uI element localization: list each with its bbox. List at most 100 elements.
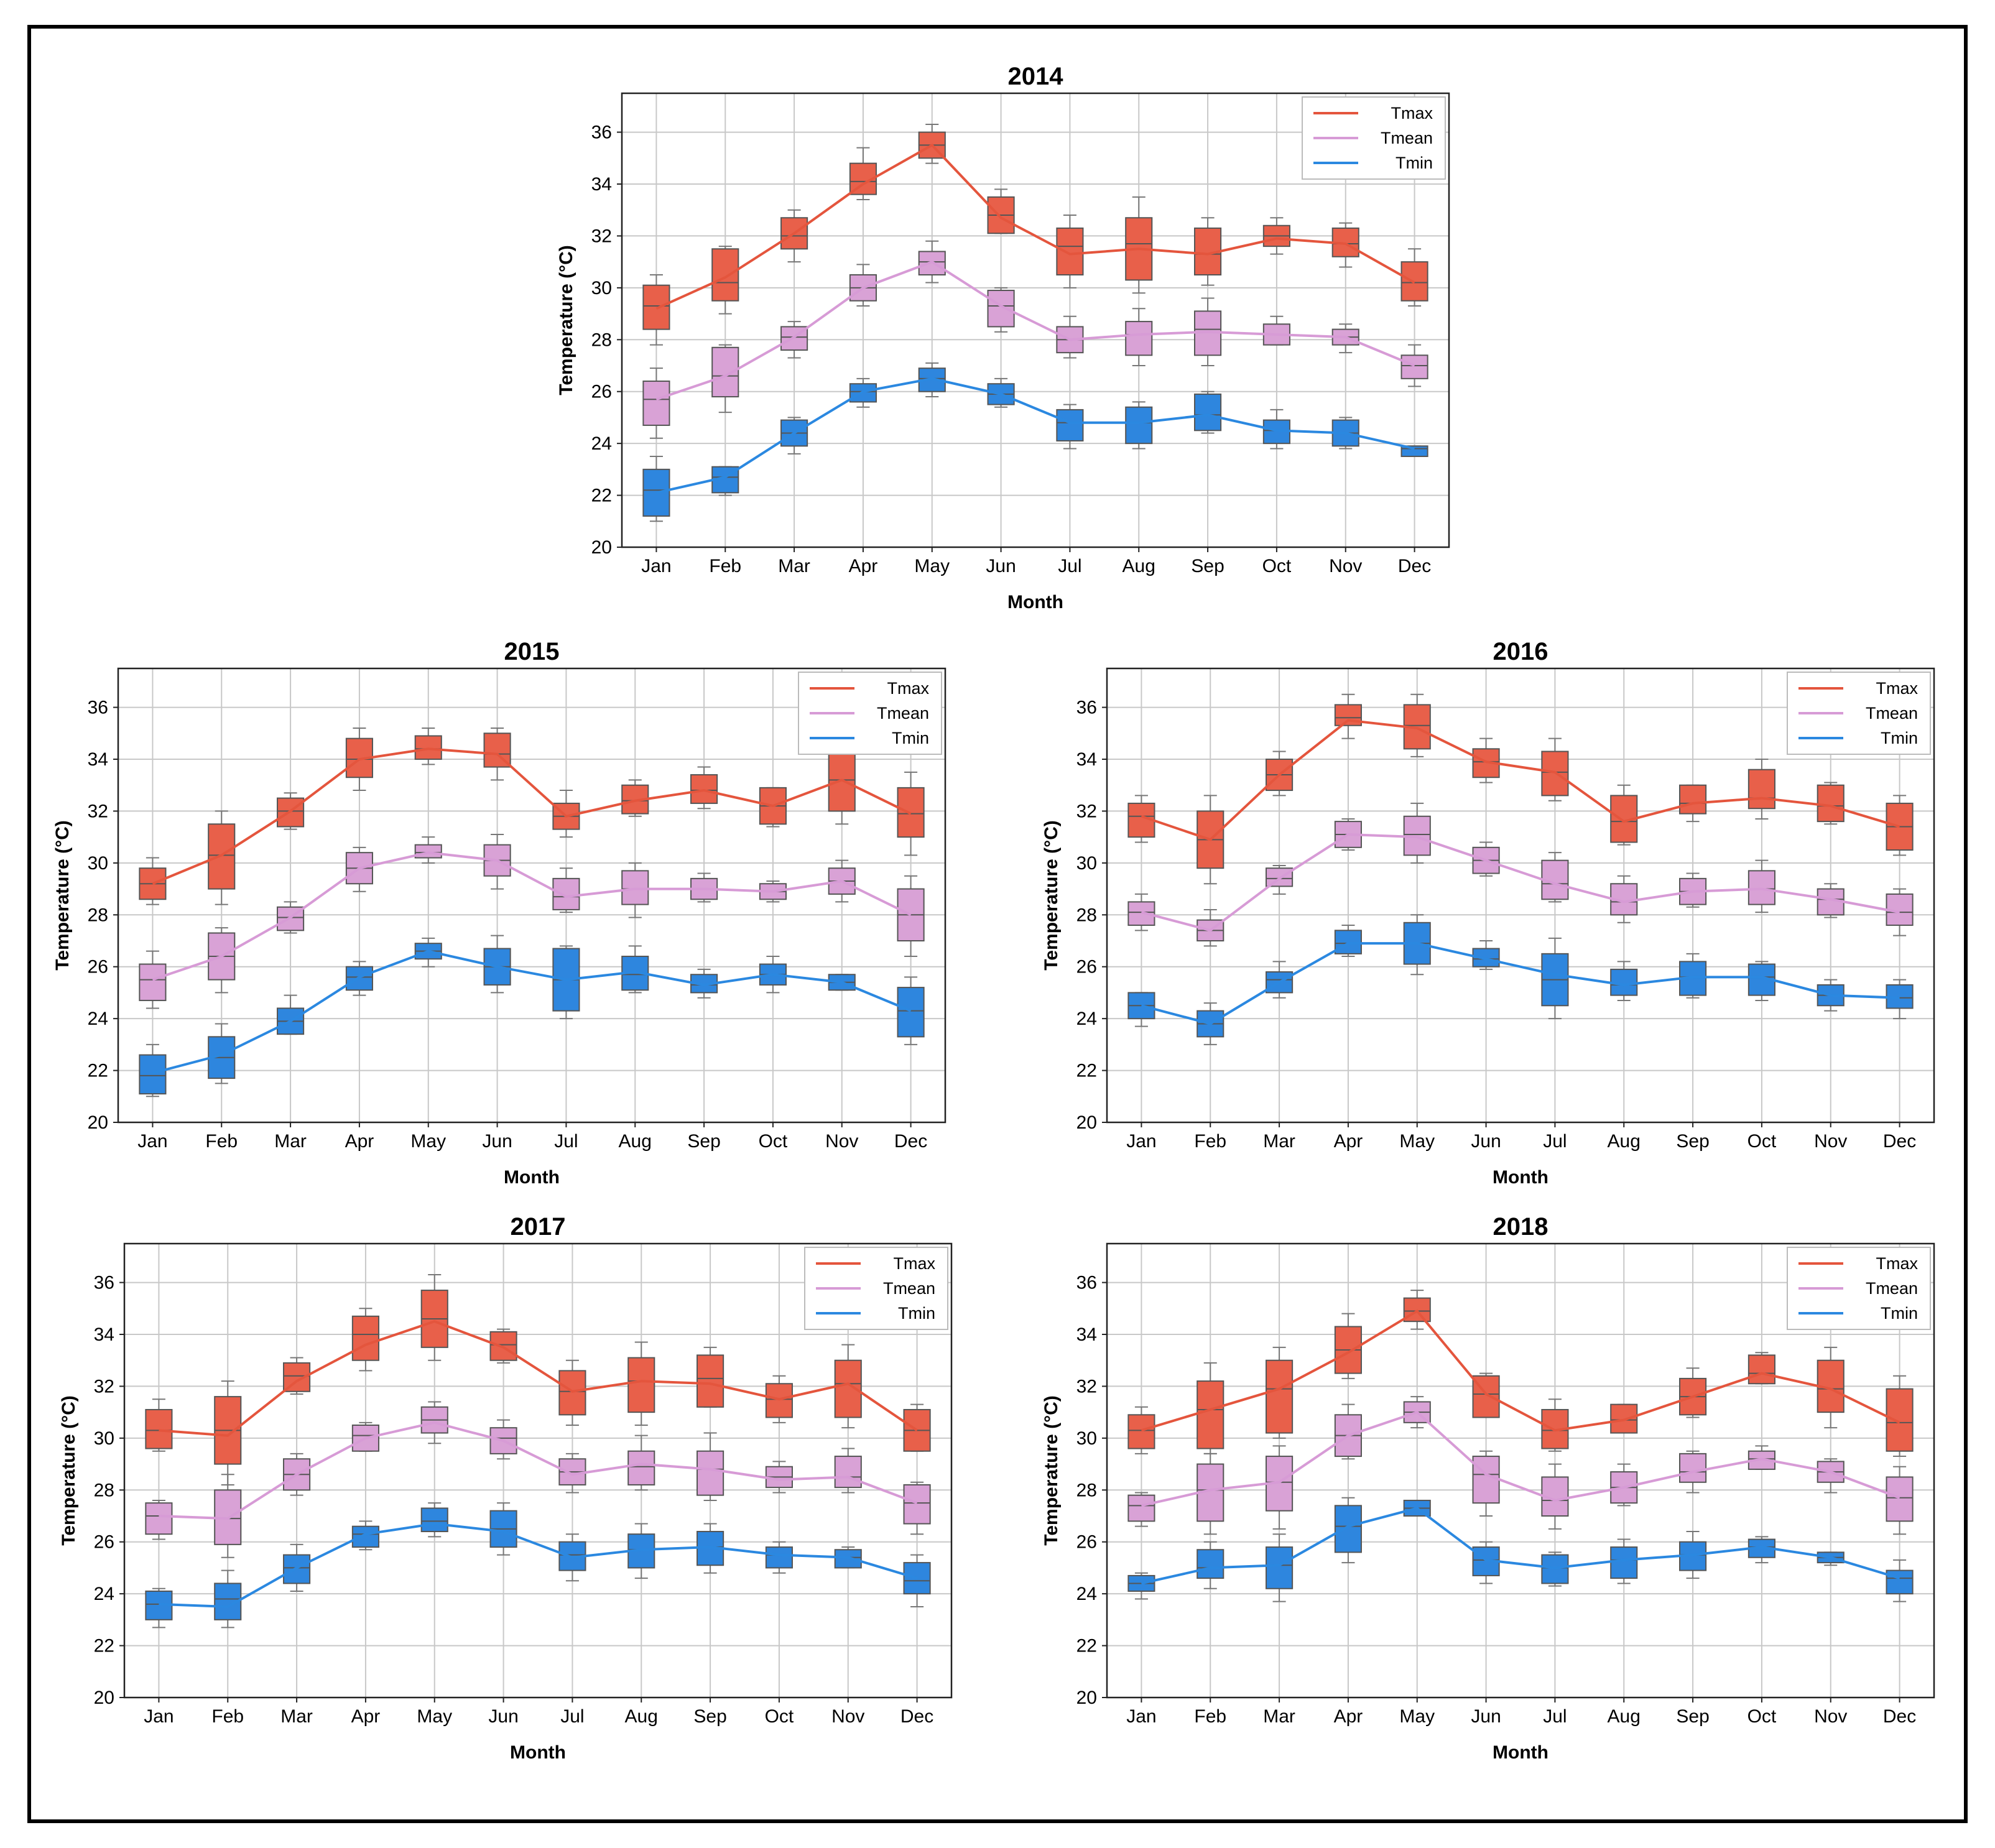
box: [897, 987, 925, 1038]
series-tmax: [642, 124, 1428, 346]
legend-label-tmax: Tmax: [894, 1254, 936, 1273]
x-tick-label: Mar: [1263, 1131, 1295, 1152]
box: [1197, 1549, 1224, 1579]
chart-2018: 2018 20 22 24 26 28 30 32 34 36 Jan Feb Mar Apr May Jun…: [1041, 1213, 1935, 1763]
y-axis-title: Temperature (°C): [1041, 820, 1062, 970]
chart-2016: 2016 20 22 24 26 28 30 32 34 36 Jan Feb Mar Apr May Jun…: [1041, 638, 1935, 1188]
x-tick-label: Nov: [831, 1706, 864, 1727]
y-tick-label: 32: [94, 1376, 114, 1397]
x-tick-label: Jun: [482, 1131, 512, 1152]
y-tick-label: 22: [88, 1061, 108, 1081]
box: [1472, 948, 1500, 968]
y-tick-label: 30: [591, 278, 612, 298]
legend-label-tmin: Tmin: [1881, 1304, 1918, 1323]
x-tick-label: Jul: [1058, 556, 1081, 576]
series-tmin: [145, 1502, 931, 1629]
x-tick-label: Sep: [1191, 556, 1224, 576]
y-axis-title: Temperature (°C): [58, 1395, 79, 1545]
x-tick-label: Sep: [1676, 1131, 1709, 1152]
y-tick-label: 24: [88, 1009, 108, 1029]
legend-label-tmean: Tmean: [1866, 704, 1918, 723]
legend: Tmax Tmean Tmin: [1787, 672, 1931, 755]
legend-label-tmean: Tmean: [1866, 1279, 1918, 1298]
mean-line-tmean: [1141, 833, 1900, 932]
x-tick-label: Nov: [1814, 1706, 1847, 1727]
y-tick-label: 24: [1076, 1009, 1097, 1029]
box: [690, 774, 718, 804]
series-tmax: [1127, 1290, 1914, 1458]
chart-title: 2018: [1493, 1213, 1548, 1240]
box: [1817, 784, 1845, 823]
series-tmax: [139, 727, 925, 905]
box: [1197, 1380, 1224, 1449]
legend: Tmax Tmean Tmin: [1787, 1247, 1931, 1330]
box: [621, 870, 649, 905]
y-tick-label: 20: [1076, 1688, 1097, 1708]
mean-line-tmin: [159, 1522, 918, 1609]
plot-frame: [621, 92, 1450, 548]
y-tick-label: 26: [88, 957, 108, 977]
box: [1127, 1414, 1155, 1449]
x-tick-label: Feb: [211, 1706, 244, 1727]
plot-frame: [1106, 667, 1935, 1124]
box: [987, 290, 1015, 328]
series-tmin: [139, 935, 925, 1097]
y-tick-label: 20: [1076, 1112, 1097, 1133]
mean-line-tmin: [1141, 1507, 1900, 1585]
series-tmean: [1127, 802, 1914, 947]
x-tick-label: Feb: [1194, 1131, 1226, 1152]
box: [1266, 1546, 1294, 1589]
box: [828, 751, 856, 812]
x-tick-label: Dec: [1883, 1706, 1916, 1727]
chart-title: 2014: [1008, 63, 1064, 90]
mean-line-tmean: [159, 1421, 918, 1520]
y-axis-title: Temperature (°C): [52, 820, 73, 970]
y-tick-label: 26: [1076, 957, 1097, 977]
x-tick-label: May: [1399, 1706, 1435, 1727]
x-tick-label: Jul: [1543, 1706, 1567, 1727]
series-tmin: [1127, 1497, 1914, 1602]
y-tick-label: 36: [88, 698, 108, 718]
y-tick-label: 30: [1076, 853, 1097, 874]
chart-title: 2016: [1493, 638, 1548, 665]
mean-line-tmean: [152, 851, 912, 981]
x-tick-label: Jun: [488, 1706, 518, 1727]
grid-lines: [1107, 1244, 1934, 1698]
y-tick-label: 32: [1076, 1376, 1097, 1397]
y-tick-label: 30: [88, 853, 108, 874]
legend-label-tmin: Tmin: [898, 1304, 935, 1323]
x-tick-label: Dec: [894, 1131, 927, 1152]
x-tick-label: Jun: [1471, 1706, 1501, 1727]
y-tick-label: 34: [1076, 749, 1097, 770]
box: [642, 468, 670, 517]
box: [1886, 1476, 1914, 1522]
box: [834, 1456, 862, 1489]
legend-label-tmax: Tmax: [887, 679, 930, 698]
mean-line-tmin: [152, 949, 912, 1074]
x-axis-title: Month: [510, 1742, 566, 1763]
box: [1541, 1554, 1569, 1584]
y-tick-label: 36: [1076, 1273, 1097, 1293]
x-tick-label: Jan: [137, 1131, 167, 1152]
legend-label-tmin: Tmin: [1396, 154, 1433, 172]
x-tick-label: Nov: [1329, 556, 1362, 576]
legend-box: [1302, 96, 1446, 180]
y-tick-label: 32: [1076, 801, 1097, 821]
x-tick-label: Apr: [849, 556, 878, 576]
box: [697, 1450, 724, 1496]
box: [420, 1507, 448, 1533]
chart-2014: 2014 20 22 24 26 28 30 32 34 36 Jan Feb Mar Apr May Jun…: [556, 63, 1450, 612]
y-tick-label: 28: [94, 1480, 114, 1500]
box: [139, 1054, 167, 1095]
y-tick-label: 28: [591, 330, 612, 350]
legend-label-tmin: Tmin: [892, 729, 929, 747]
y-tick-label: 34: [94, 1324, 114, 1345]
x-tick-label: May: [417, 1706, 452, 1727]
box: [1056, 227, 1084, 275]
y-tick-label: 24: [94, 1584, 114, 1604]
mean-line-tmax: [159, 1320, 918, 1437]
box: [1747, 1354, 1775, 1385]
x-tick-label: Dec: [1398, 556, 1431, 576]
box: [558, 1370, 586, 1416]
legend-label-tmean: Tmean: [883, 1279, 935, 1298]
